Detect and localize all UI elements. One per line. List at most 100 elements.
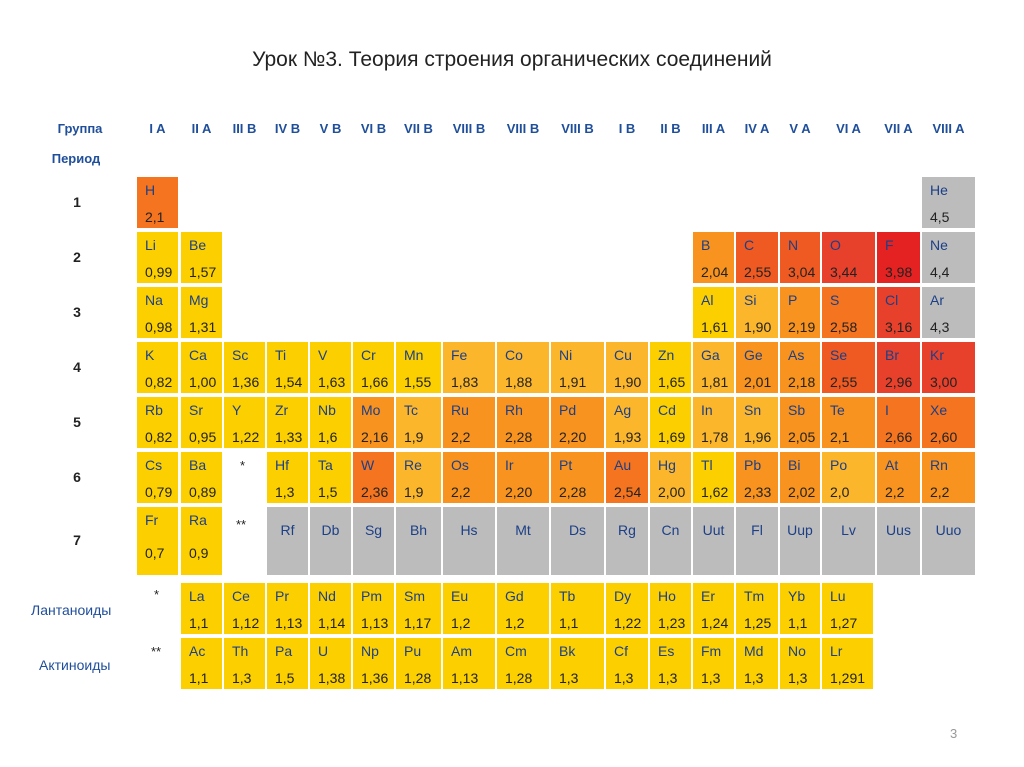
element-cell: Re 1,9 xyxy=(396,452,441,503)
element-cell: Hg 2,00 xyxy=(650,452,691,503)
element-cell: Ba 0,89 xyxy=(181,452,222,503)
element-symbol: Lv xyxy=(841,522,856,538)
lanthanides-label: Лантаноиды xyxy=(31,602,112,618)
electronegativity-value: 2,2 xyxy=(451,484,471,500)
element-symbol: Hf xyxy=(275,457,289,473)
electronegativity-value: 1,66 xyxy=(361,374,389,390)
electronegativity-value: 1,62 xyxy=(701,484,729,500)
element-symbol: Sb xyxy=(788,402,806,418)
element-cell: V 1,63 xyxy=(310,342,351,393)
element-cell: Ar 4,3 xyxy=(922,287,975,338)
element-symbol: Ta xyxy=(318,457,333,473)
element-symbol: Ir xyxy=(505,457,514,473)
electronegativity-value: 1,1 xyxy=(189,615,209,631)
element-cell: Ir 2,20 xyxy=(497,452,549,503)
group-header: V A xyxy=(789,121,811,136)
element-cell: Nb 1,6 xyxy=(310,397,351,448)
group-header-label: Группа xyxy=(57,121,103,136)
group-header: VII A xyxy=(884,121,913,136)
electronegativity-value: 2,1 xyxy=(145,209,165,225)
element-cell: Uus xyxy=(877,507,920,575)
element-symbol: S xyxy=(830,292,840,308)
electronegativity-value: 1,13 xyxy=(275,615,303,631)
group-header: VII B xyxy=(404,121,433,136)
electronegativity-value: 1,81 xyxy=(701,374,729,390)
electronegativity-value: 1,3 xyxy=(658,670,678,686)
element-symbol: Ag xyxy=(614,402,632,418)
element-symbol: Rb xyxy=(145,402,163,418)
element-symbol: Tc xyxy=(404,402,418,418)
electronegativity-value: 2,28 xyxy=(559,484,587,500)
element-symbol: La xyxy=(189,588,205,604)
electronegativity-value: 1,5 xyxy=(318,484,338,500)
element-symbol: Er xyxy=(701,588,715,604)
electronegativity-value: 0,99 xyxy=(145,264,173,280)
element-cell: Si 1,90 xyxy=(736,287,778,338)
element-symbol: Au xyxy=(614,457,632,473)
element-symbol: No xyxy=(788,643,806,659)
electronegativity-value: 2,01 xyxy=(744,374,772,390)
lanthanide-placeholder-marker: * xyxy=(240,458,246,473)
element-symbol: Lr xyxy=(830,643,843,659)
element-symbol: Bh xyxy=(409,522,428,538)
element-symbol: Yb xyxy=(788,588,806,604)
element-cell: Li 0,99 xyxy=(137,232,178,283)
electronegativity-value: 2,2 xyxy=(451,429,471,445)
element-symbol: N xyxy=(788,237,799,253)
electronegativity-value: 1,9 xyxy=(404,484,424,500)
electronegativity-value: 3,00 xyxy=(930,374,958,390)
element-symbol: Uut xyxy=(702,522,725,538)
electronegativity-value: 2,36 xyxy=(361,484,389,500)
element-symbol: Zr xyxy=(275,402,289,418)
element-cell: P 2,19 xyxy=(780,287,820,338)
electronegativity-value: 1,9 xyxy=(404,429,424,445)
electronegativity-value: 2,96 xyxy=(885,374,913,390)
element-symbol: Nb xyxy=(318,402,336,418)
element-symbol: Tl xyxy=(701,457,713,473)
electronegativity-value: 2,18 xyxy=(788,374,816,390)
group-header: I B xyxy=(618,121,636,136)
element-symbol: Ra xyxy=(189,512,207,528)
electronegativity-value: 2,20 xyxy=(505,484,533,500)
electronegativity-value: 1,88 xyxy=(505,374,533,390)
element-cell: Tb 1,1 xyxy=(551,583,604,634)
electronegativity-value: 2,1 xyxy=(830,429,850,445)
element-symbol: He xyxy=(930,182,948,198)
element-cell: Th 1,3 xyxy=(224,638,265,689)
lanthanide-marker: * xyxy=(154,587,160,602)
element-cell: Fl xyxy=(736,507,778,575)
element-cell: Zr 1,33 xyxy=(267,397,308,448)
element-cell: Rb 0,82 xyxy=(137,397,178,448)
element-symbol: Uus xyxy=(886,522,911,538)
electronegativity-value: 1,57 xyxy=(189,264,217,280)
element-symbol: Se xyxy=(830,347,848,363)
element-cell: Po 2,0 xyxy=(822,452,875,503)
element-symbol: Os xyxy=(451,457,469,473)
element-cell: Tl 1,62 xyxy=(693,452,734,503)
electronegativity-value: 1,33 xyxy=(275,429,303,445)
electronegativity-value: 0,9 xyxy=(189,545,209,561)
element-cell: N 3,04 xyxy=(780,232,820,283)
element-symbol: Rf xyxy=(280,522,295,538)
element-cell: Bi 2,02 xyxy=(780,452,820,503)
element-symbol: K xyxy=(145,347,155,363)
electronegativity-value: 1,91 xyxy=(559,374,587,390)
element-symbol: Pr xyxy=(275,588,289,604)
element-symbol: Hs xyxy=(460,522,478,538)
element-cell: Fe 1,83 xyxy=(443,342,495,393)
electronegativity-value: 2,00 xyxy=(658,484,686,500)
element-symbol: Eu xyxy=(451,588,469,604)
element-symbol: Si xyxy=(744,292,757,308)
element-cell: Ga 1,81 xyxy=(693,342,734,393)
electronegativity-value: 2,2 xyxy=(885,484,905,500)
element-cell: Bk 1,3 xyxy=(551,638,604,689)
group-header: IV A xyxy=(744,121,770,136)
element-symbol: Fe xyxy=(451,347,468,363)
element-cell: Zn 1,65 xyxy=(650,342,691,393)
element-cell: Rg xyxy=(606,507,648,575)
group-header: VIII B xyxy=(452,121,486,136)
element-cell: Mg 1,31 xyxy=(181,287,222,338)
element-symbol: Na xyxy=(145,292,163,308)
element-cell: Ca 1,00 xyxy=(181,342,222,393)
electronegativity-value: 2,54 xyxy=(614,484,642,500)
